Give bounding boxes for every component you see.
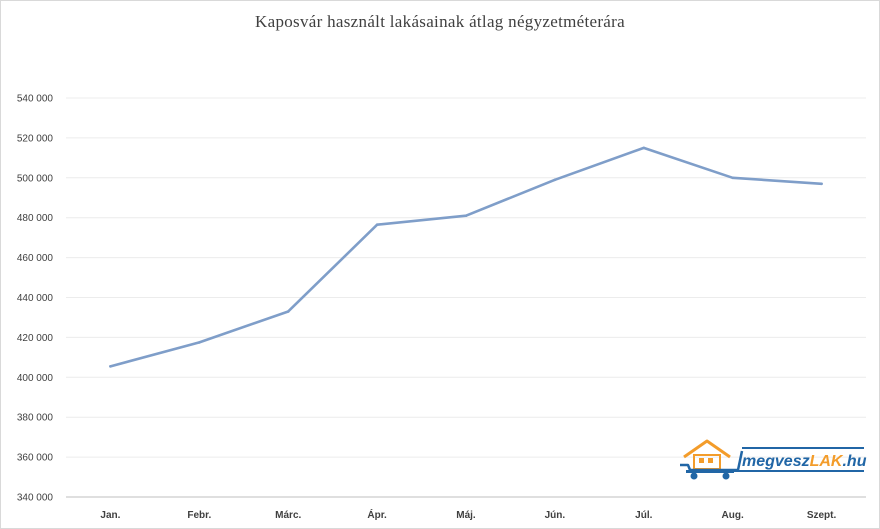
y-tick-label: 500 000	[17, 173, 54, 184]
data-point	[375, 223, 379, 226]
y-tick-label: 440 000	[17, 293, 54, 304]
logo-wordmark: megveszLAK.hu	[742, 453, 867, 470]
data-point	[553, 178, 557, 182]
x-tick-label: Febr.	[187, 510, 211, 521]
data-point	[642, 146, 646, 150]
data-point	[198, 341, 201, 344]
x-tick-label: Jan.	[100, 510, 120, 521]
data-point	[109, 365, 112, 368]
x-axis-tick-labels: Jan. Febr. Márc. Ápr. Máj. Jún. Júl. Aug. Szept.	[100, 508, 836, 521]
data-point	[286, 310, 290, 313]
y-axis-tick-labels: 340 000 360 000 380 000 400 000 420 000 440 0…	[17, 94, 54, 504]
data-point	[820, 182, 823, 186]
y-tick-label: 340 000	[17, 493, 54, 504]
house-on-cart-icon	[680, 439, 864, 480]
data-point	[731, 176, 734, 180]
x-tick-label: Aug.	[722, 510, 744, 521]
chart-title: Kaposvár használt lakásainak átlag négyz…	[255, 12, 625, 31]
x-tick-label: Márc.	[275, 510, 301, 521]
y-tick-label: 520 000	[17, 133, 54, 144]
x-tick-label: Júl.	[635, 510, 652, 521]
y-tick-label: 400 000	[17, 373, 54, 384]
megveszlak-logo: megveszLAK.hu	[680, 439, 867, 480]
y-tick-label: 460 000	[17, 253, 54, 264]
x-tick-label: Máj.	[456, 510, 476, 521]
y-tick-label: 380 000	[17, 413, 54, 424]
y-tick-label: 360 000	[17, 453, 54, 464]
x-tick-label: Szept.	[807, 510, 837, 521]
logo-text-suffix: .hu	[842, 453, 866, 470]
x-tick-label: Jún.	[545, 510, 566, 521]
x-tick-label: Ápr.	[367, 508, 387, 521]
y-tick-label: 420 000	[17, 333, 54, 344]
y-tick-label: 540 000	[17, 94, 54, 105]
logo-text-accent: LAK	[810, 453, 844, 470]
series-layer	[109, 146, 823, 368]
logo-text-main: megvesz	[742, 453, 810, 470]
gridlines	[66, 97, 866, 458]
y-tick-label: 480 000	[17, 213, 54, 224]
data-point	[464, 214, 468, 218]
